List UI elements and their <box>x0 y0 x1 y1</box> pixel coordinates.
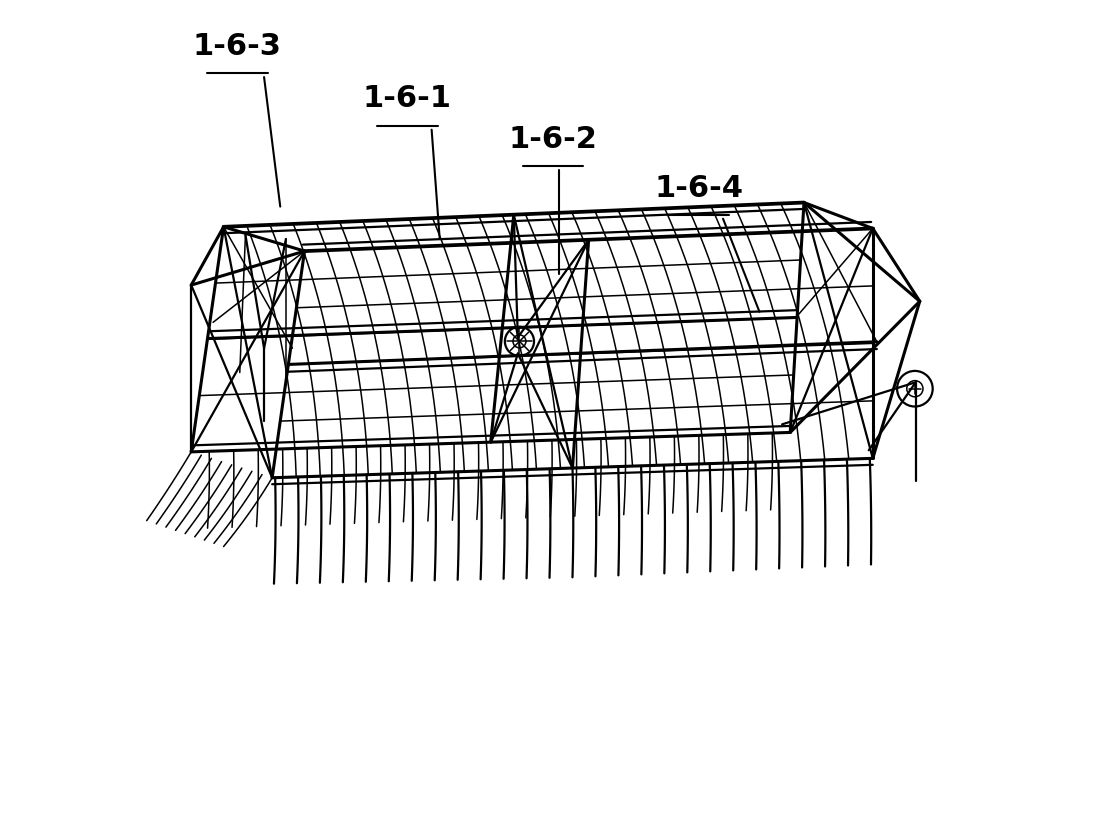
Text: 1-6-4: 1-6-4 <box>654 173 743 202</box>
Text: 1-6-1: 1-6-1 <box>362 84 452 113</box>
Text: 1-6-3: 1-6-3 <box>193 32 282 61</box>
Text: 1-6-2: 1-6-2 <box>508 125 597 154</box>
